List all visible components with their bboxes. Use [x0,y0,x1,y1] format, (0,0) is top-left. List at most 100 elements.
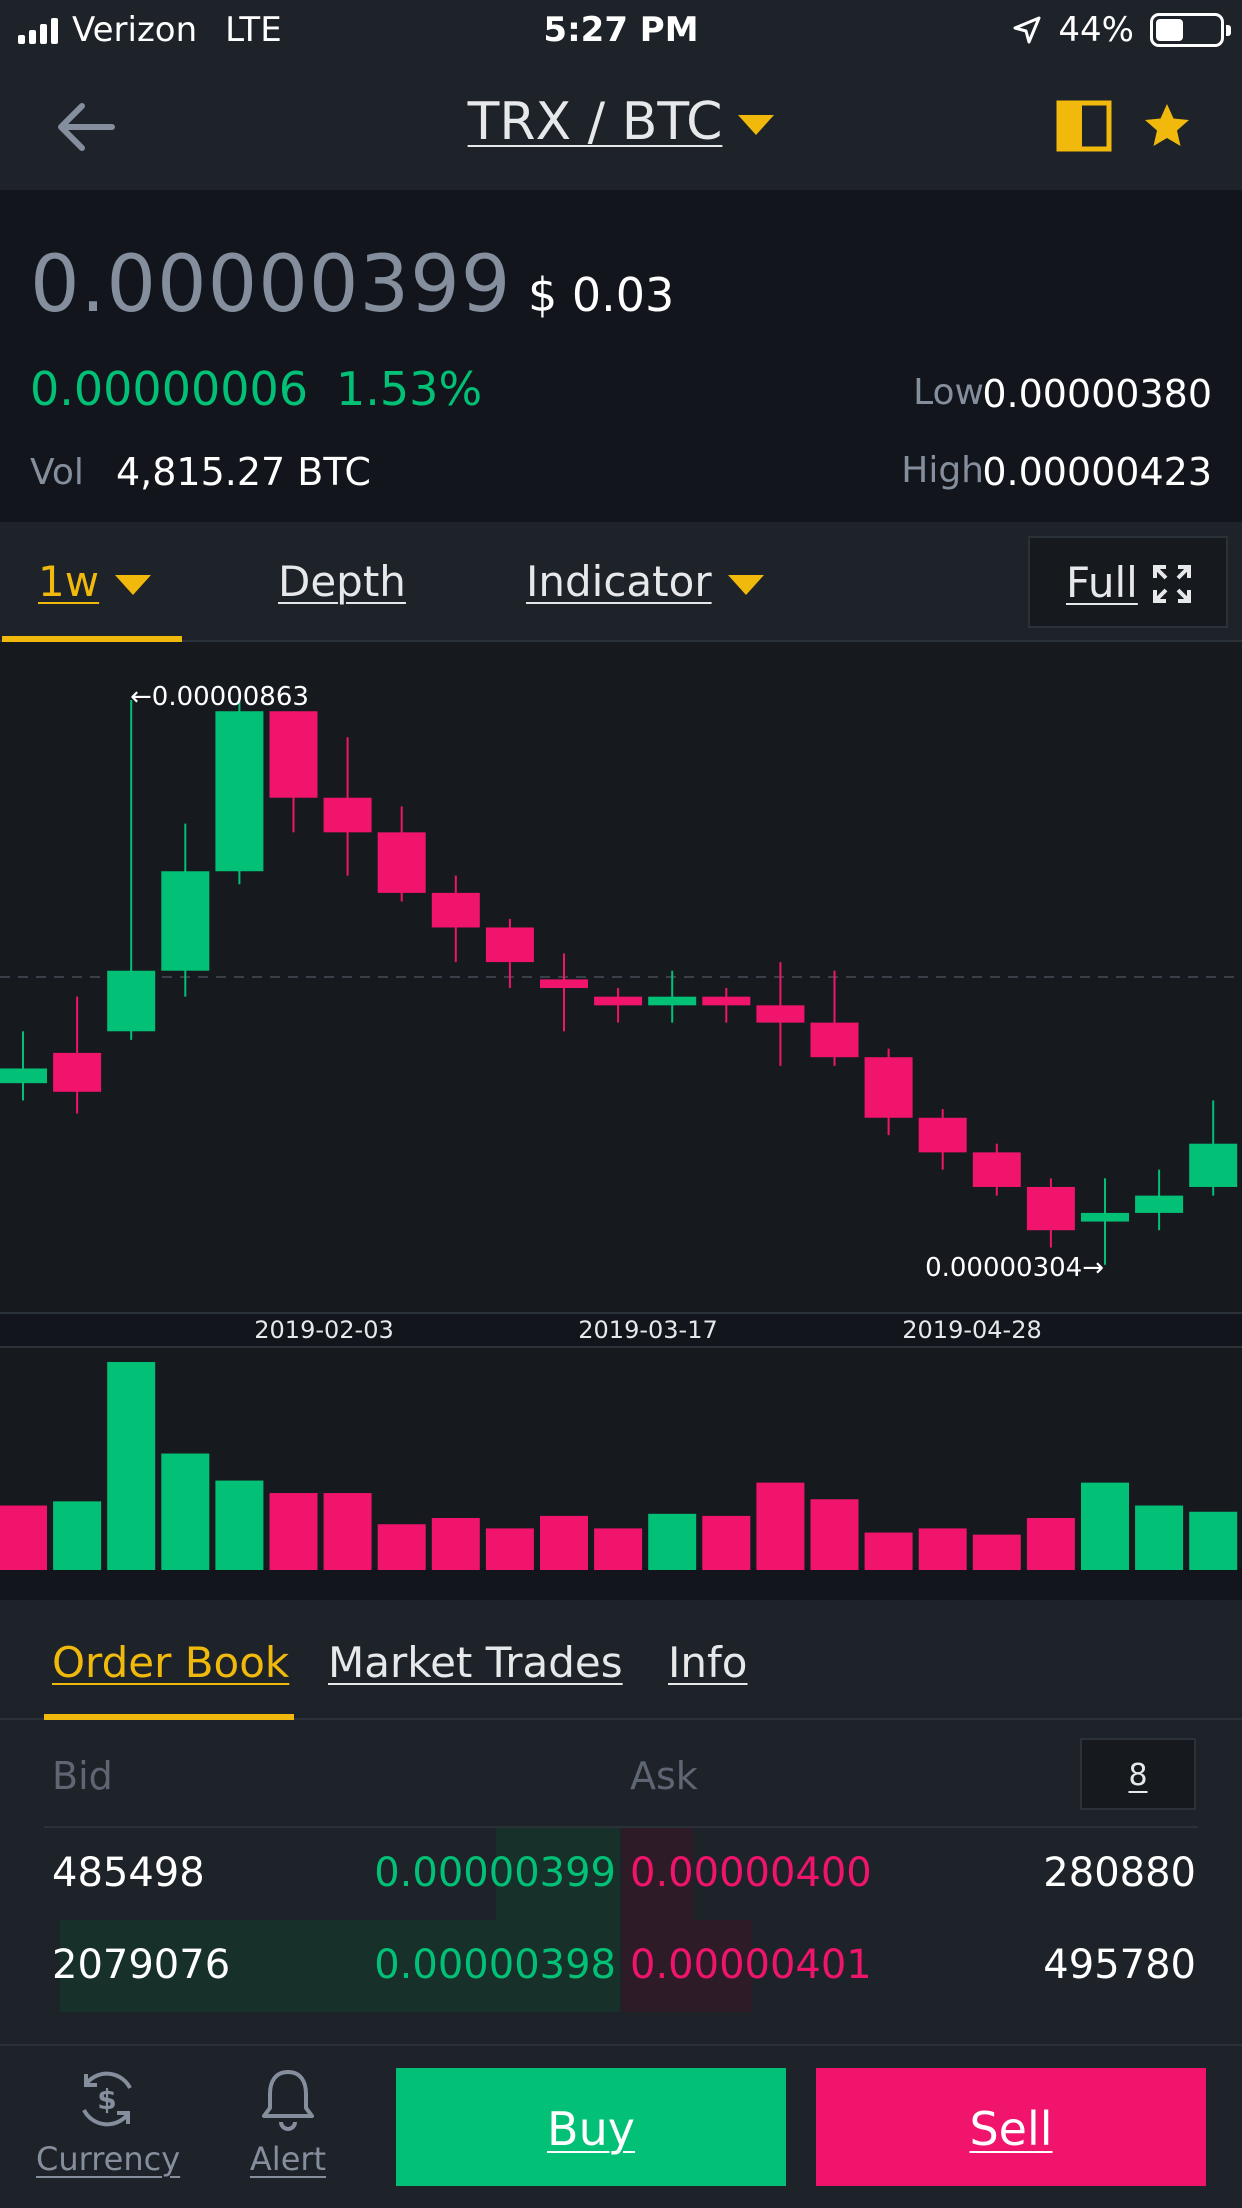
network-type: LTE [225,10,282,50]
candle [1189,1100,1238,1196]
last-price: 0.00000399 [30,240,512,330]
status-bar: Verizon LTE 5:27 PM 44% [0,0,1242,62]
candlestick-chart[interactable]: ←0.00000863 0.00000304→ [0,642,1242,1314]
buy-button[interactable]: Buy [396,2068,786,2186]
candle [431,875,480,963]
currency-button[interactable]: $ Currency [36,2066,180,2178]
candle-body [431,892,480,928]
candle [540,953,588,1032]
indicator-label: Indicator [526,557,712,606]
chart-tabs: 1w Depth Indicator Full [0,522,1242,642]
candle-body [810,1022,859,1058]
expand-icon [1153,565,1191,603]
volume-bar [269,1493,318,1570]
candle-body [323,797,372,833]
bid-depth-bar [496,1828,620,1920]
candle [1081,1178,1129,1265]
tab-market-trades[interactable]: Market Trades [328,1638,623,1687]
candle [161,823,210,997]
candle-body [1135,1195,1184,1213]
order-book-row[interactable]: 2079076 0.00000398 0.00000401 495780 [0,1920,1242,2012]
volume-bar [1135,1505,1184,1570]
candle [485,918,534,989]
tab-interval[interactable]: 1w [38,557,152,606]
volume-bar [702,1515,751,1570]
depth-label: Depth [278,557,406,606]
candle-body [269,711,318,798]
low-value: 0.00000380 [982,372,1212,416]
date-tick: 2019-03-17 [578,1316,718,1344]
candle [1026,1178,1075,1248]
back-arrow-icon[interactable] [52,92,122,162]
candle [53,996,102,1114]
candle-body [594,996,643,1006]
candle [594,988,643,1023]
candle [756,962,805,1066]
candle-body [485,927,534,963]
active-tab-underline [2,636,182,642]
candle [0,1031,47,1101]
sell-label: Sell [969,2102,1053,2156]
precision-selector[interactable]: 8 [1080,1738,1196,1810]
price-change: 0.00000006 1.53% [30,362,510,416]
ask-price: 0.00000401 [630,1942,872,1988]
ask-price: 0.00000400 [630,1850,872,1896]
bid-depth-bar [59,1920,620,2012]
candle-body [1189,1143,1238,1187]
candle-body [53,1052,102,1092]
order-book-row[interactable]: 485498 0.00000399 0.00000400 280880 [0,1828,1242,1920]
svg-text:$: $ [97,2083,116,2116]
bottom-action-bar: $ Currency Alert Buy Sell [0,2044,1242,2208]
candle-body [648,996,697,1006]
ask-quantity: 280880 [1043,1850,1196,1896]
order-book-tabs: Order Book Market Trades Info [0,1600,1242,1720]
alert-button[interactable]: Alert [246,2066,330,2178]
volume-bar [107,1362,156,1570]
candle [918,1109,967,1170]
volume-bar [864,1532,913,1570]
volume-value: 4,815.27 BTC [116,450,371,494]
currency-exchange-icon: $ [82,2071,132,2127]
battery-percent: 44% [1058,10,1134,50]
order-book-rows: 485498 0.00000399 0.00000400 280880 2079… [0,1828,1242,2044]
candle-body [918,1117,967,1153]
volume-chart [0,1346,1242,1570]
fullscreen-button[interactable]: Full [1028,536,1228,628]
tab-indicator[interactable]: Indicator [526,557,764,606]
pair-title: TRX / BTC [467,92,723,152]
tab-order-book[interactable]: Order Book [52,1638,289,1687]
candle-body [1081,1212,1129,1222]
candle-body [972,1152,1021,1187]
layout-toggle-icon[interactable] [1056,100,1112,152]
min-price-label: 0.00000304→ [925,1253,1104,1283]
carrier: Verizon [72,10,198,50]
candlestick-plot: ←0.00000863 0.00000304→ [0,682,1242,1283]
caret-down-icon [115,574,152,595]
high-value: 0.00000423 [982,450,1212,494]
volume-bar [1026,1518,1075,1570]
volume-bar [1081,1482,1129,1570]
date-tick: 2019-02-03 [254,1316,394,1344]
candle-body [377,832,426,893]
volume-bar [431,1518,480,1570]
tab-info[interactable]: Info [668,1638,748,1687]
ask-depth-bar [622,1920,752,2012]
star-icon[interactable] [1142,101,1192,151]
candle-body [161,871,210,971]
sell-button[interactable]: Sell [816,2068,1206,2186]
volume-bar [594,1528,643,1570]
volume-bar [215,1480,264,1570]
bid-quantity: 2079076 [52,1942,231,1988]
candle-body [756,1005,805,1023]
candle [323,737,372,876]
candle-body [107,970,156,1032]
candle [1135,1169,1184,1231]
volume-plot [0,1362,1238,1570]
price-header: 0.00000399 $ 0.03 0.00000006 1.53% Vol 4,… [0,190,1242,522]
tab-depth[interactable]: Depth [278,557,406,606]
pair-selector[interactable]: TRX / BTC [0,92,1242,152]
candle [810,970,859,1066]
date-axis: 2019-02-03 2019-03-17 2019-04-28 [0,1314,1242,1346]
candle-body [864,1057,913,1118]
tab-order-book-label: Order Book [52,1638,290,1687]
